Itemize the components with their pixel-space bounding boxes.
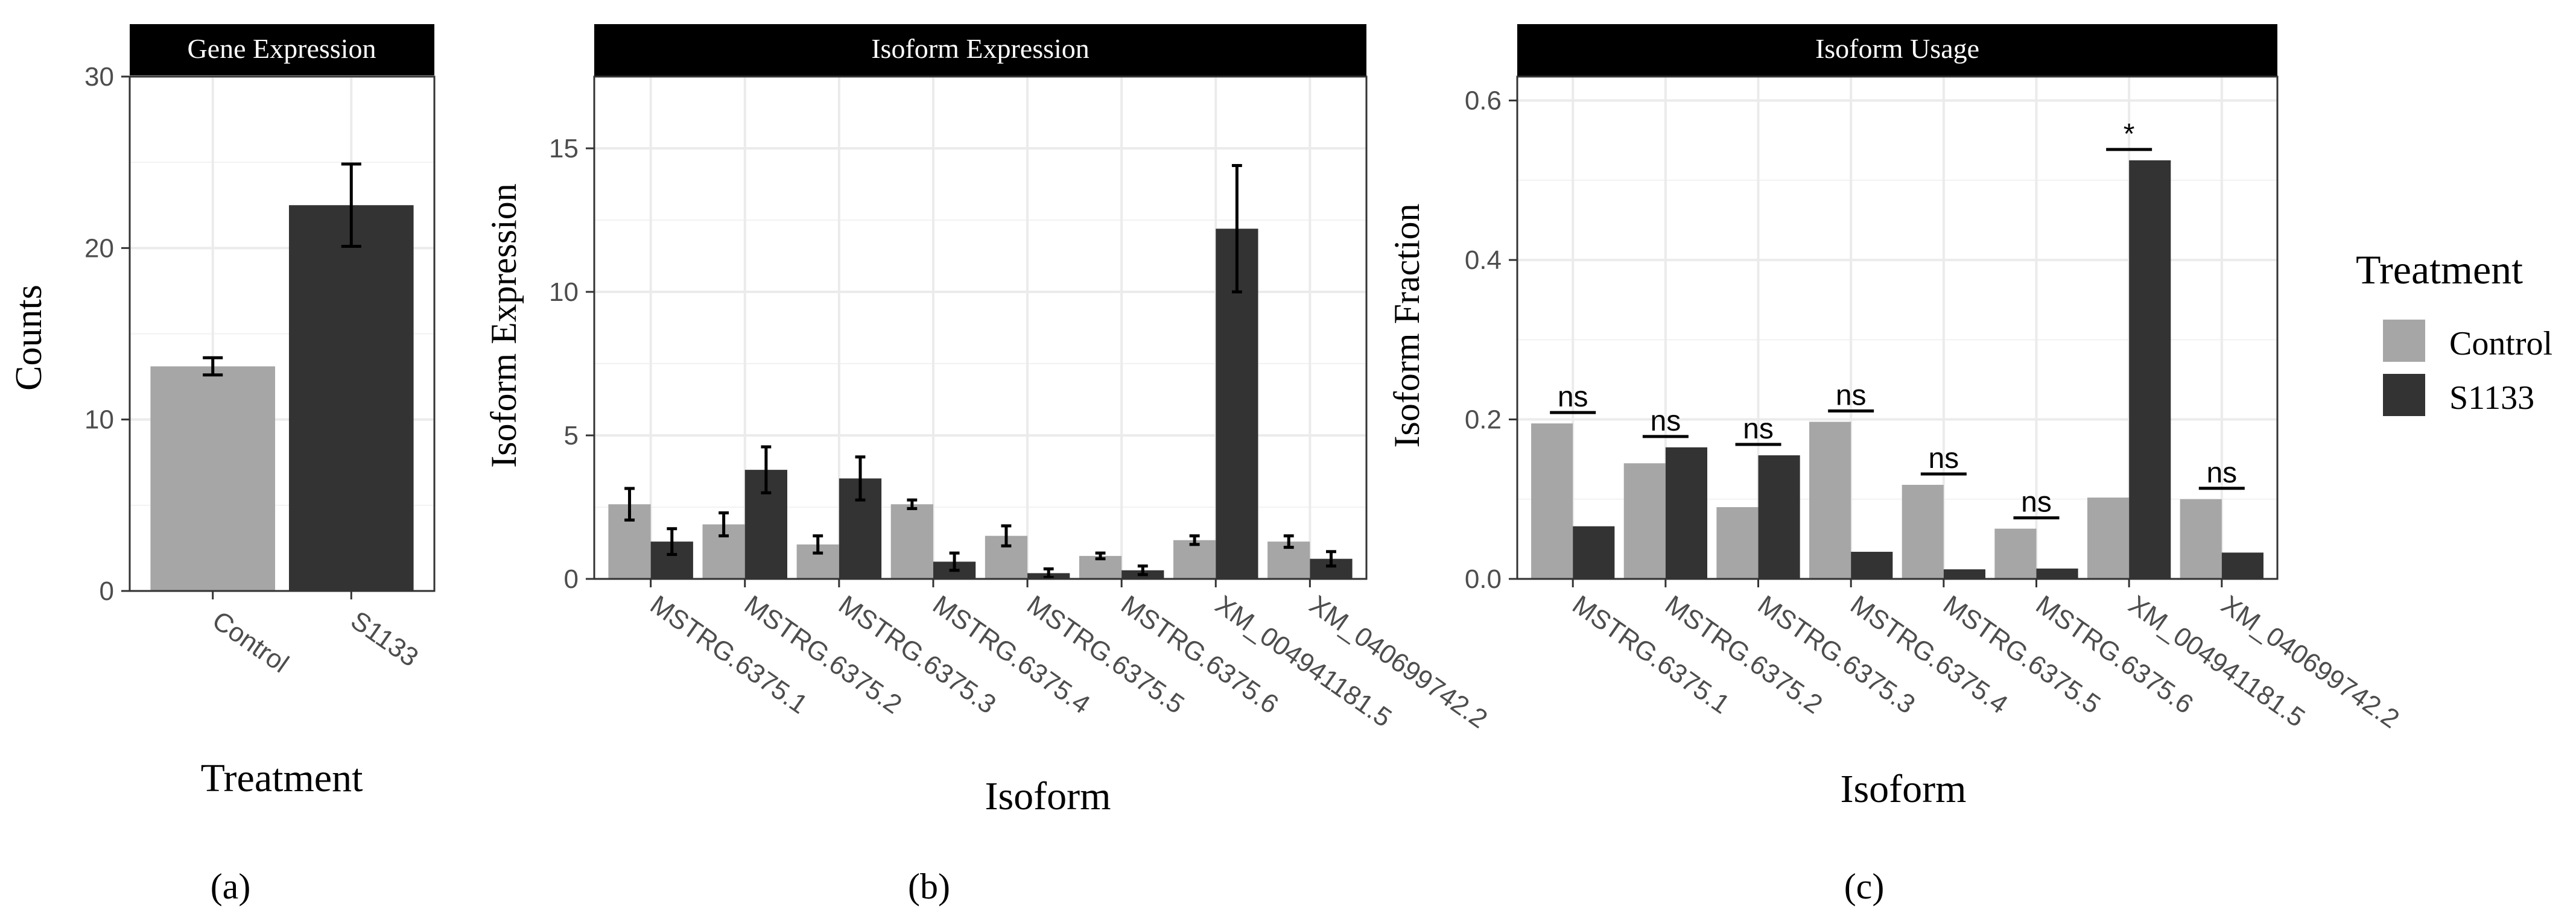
panel-b-y-tick-label: 5 [564,421,579,450]
panel-c-significance-label: ns [1743,413,1774,445]
panel-c-x-tick-label: XM_004941181.5 [2123,590,2310,733]
legend-label-s1133: S1133 [2449,379,2534,417]
panel-b-x-tick-label: MSTRG.6375.6 [1115,590,1284,719]
panel-c-bar-s1133-5 [1943,569,1985,579]
panel-c-x-tick-label: MSTRG.6375.3 [1753,590,1921,719]
panel-c-y-tick-label: 0.4 [1465,245,1502,275]
panel-a-title: Gene Expression [188,33,376,64]
panel-c-bar-control-1 [1531,423,1573,579]
panel-b-y-axis-label: Isoform Expression [484,183,524,468]
panel-b-x-tick-label: MSTRG.6375.3 [833,590,1001,719]
panel-b-x-tick-label: XM_004941181.5 [1210,590,1397,733]
panel-a-y-tick-label: 20 [84,233,114,263]
panel-b-bar-control-7 [1173,540,1216,579]
panel-a-bar-Control [150,366,276,591]
panel-c-bar-control-6 [1994,528,2037,579]
panel-a-x-tick-label: Control [207,605,294,678]
panel-c-bar-control-7 [2087,497,2130,579]
panel-c-bar-s1133-4 [1851,552,1893,579]
panel-b-x-tick-label: MSTRG.6375.2 [739,590,907,719]
legend-title: Treatment [2356,247,2523,292]
panel-a-x-tick-label: S1133 [346,605,424,672]
panel-a-bars [150,205,414,591]
panel-c-strip [1517,24,2277,77]
panel-c-significance-label: ns [1558,381,1588,413]
panel-c-x-tick-label: MSTRG.6375.1 [1567,590,1735,719]
panel-b-border [593,75,1368,580]
panel-b-x-tick-label: MSTRG.6375.5 [1021,590,1190,719]
panel-a-y-axis-label: Counts [8,285,49,391]
panel-c-label: (c) [1844,867,1885,906]
panel-c-bar-s1133-8 [2221,552,2264,579]
panel-b-y-ticks: 0 5 10 15 [549,134,594,594]
panel-c-x-tick-label: MSTRG.6375.5 [1938,590,2106,719]
panel-b-bar-control-4 [890,504,933,579]
panel-c-bar-control-5 [1902,484,1944,579]
panel-a-x-axis-label: Treatment [201,756,363,800]
panel-c-y-tick-label: 0.2 [1465,405,1502,435]
panel-a-y-tick-label: 30 [84,62,114,92]
panel-b-x-tick-label: XM_040699742.2 [1304,590,1493,734]
panel-c-bar-s1133-6 [2036,568,2078,579]
panel-a-error-bars [203,162,361,377]
panel-a-y-tick-label: 0 [100,576,114,606]
panel-b-x-axis-label: Isoform [985,774,1111,818]
panel-c-significance-label: ns [1651,405,1681,437]
panel-c-bar-control-8 [2180,499,2222,579]
panel-c-bar-s1133-1 [1573,526,1615,579]
panel-a-y-tick-label: 10 [84,405,114,435]
panel-a-bar-S1133 [288,205,414,591]
panel-c-significance-annotations: ns ns ns ns ns ns * ns [1550,118,2245,520]
panel-b-y-tick-label: 15 [549,134,579,163]
panel-c-significance-label: ns [2021,487,2052,519]
panel-c-bar-s1133-2 [1665,447,1707,579]
panel-b-title: Isoform Expression [871,33,1090,64]
panel-b-x-ticks: MSTRG.6375.1MSTRG.6375.2MSTRG.6375.3MSTR… [645,579,1493,734]
legend-swatch-s1133 [2383,374,2425,416]
panel-c-significance-label: ns [1928,443,1959,475]
panel-a-strip [130,24,434,77]
panel-b-y-tick-label: 10 [549,277,579,307]
panel-c-x-tick-label: MSTRG.6375.2 [1660,590,1828,719]
panel-c-bars [1531,160,2264,579]
panel-c-significance-label: ns [1836,380,1867,412]
panel-b-x-tick-label: MSTRG.6375.1 [645,590,813,719]
panel-a-border [128,75,436,592]
panel-c-x-tick-label: MSTRG.6375.6 [2031,590,2199,719]
panel-b-x-tick-label: MSTRG.6375.4 [927,590,1096,719]
panel-c-title: Isoform Usage [1815,33,1979,64]
panel-a-x-ticks: Control S1133 [207,591,424,679]
panel-c-y-ticks: 0.0 0.2 0.4 0.6 [1465,86,1517,594]
panel-c-x-ticks: MSTRG.6375.1MSTRG.6375.2MSTRG.6375.3MSTR… [1567,579,2405,734]
legend-label-control: Control [2449,325,2552,362]
panel-a-y-ticks: 0 10 20 30 [84,62,130,606]
legend: Treatment Control S1133 [2356,247,2552,417]
panel-b-y-tick-label: 0 [564,564,579,594]
panel-c-y-tick-label: 0.0 [1465,564,1502,594]
panel-a-gene-expression: Gene Expression 0 10 20 30 Control S1133 Cou… [8,24,436,906]
panel-c-y-tick-label: 0.6 [1465,86,1502,116]
panel-b-error-bars [624,164,1336,580]
panel-c-y-axis-label: Isoform Fraction [1387,204,1427,448]
panel-b-strip [594,24,1366,77]
panel-c-x-tick-label: MSTRG.6375.4 [1845,590,2013,719]
panel-c-bar-s1133-3 [1758,455,1800,579]
panel-c-bar-control-3 [1716,507,1759,579]
panel-c-significance-label: ns [2206,457,2237,489]
panel-c-x-axis-label: Isoform [1841,767,1967,811]
panel-c-bar-s1133-7 [2129,160,2171,579]
panel-b-label: (b) [908,867,950,906]
panel-c-significance-label: * [2124,118,2135,150]
panel-c-bar-control-4 [1809,422,1851,579]
panel-c-border [1516,75,2279,580]
legend-swatch-control [2383,320,2425,362]
panel-a-label: (a) [211,867,251,906]
panel-c-bar-control-2 [1623,463,1666,579]
